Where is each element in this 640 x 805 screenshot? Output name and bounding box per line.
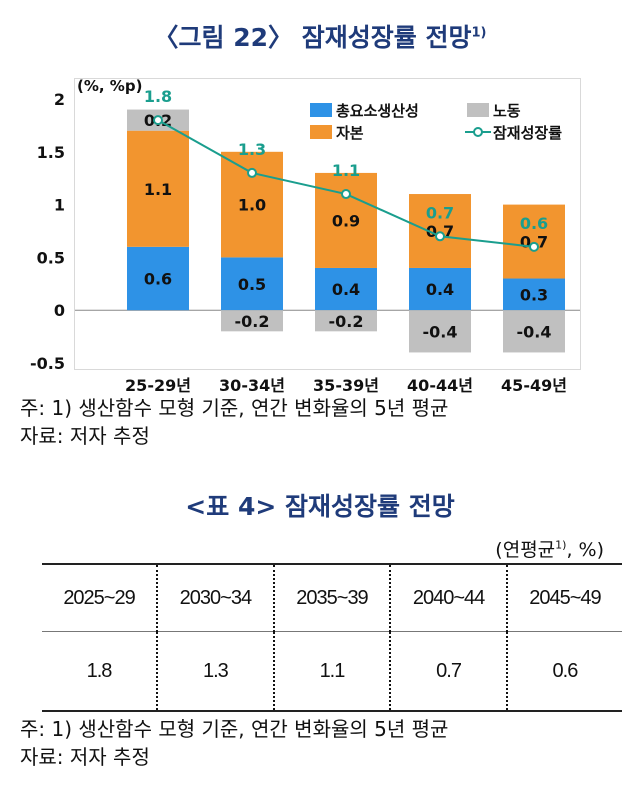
table-cell: 1.8: [42, 631, 158, 712]
table-unit-footnote: 1): [555, 538, 567, 552]
bar-data-label: -0.2: [329, 312, 364, 331]
bar-segment-자본: [127, 130, 189, 247]
bar-data-label: 1.1: [144, 180, 172, 199]
bar-segment-총요소생산성: [503, 278, 565, 311]
figure-note-source-method: 주: 1) 생산함수 모형 기준, 연간 변화율의 5년 평균: [20, 396, 449, 420]
bar-data-label: 0.9: [332, 211, 360, 230]
bar-segment-노동: [315, 310, 377, 332]
line-data-label: 1.1: [332, 161, 360, 180]
legend-label: 잠재성장률: [493, 124, 562, 142]
table-header-cell: 2025~29: [42, 563, 158, 632]
x-tick-label: 45-49년: [501, 376, 567, 395]
y-tick-label: 1.5: [37, 143, 65, 162]
table-row: 1.8 1.3 1.1 0.7 0.6: [42, 631, 622, 712]
table-header-cell: 2035~39: [272, 563, 391, 632]
projection-table: 2025~29 2030~34 2035~39 2040~44 2045~49 …: [42, 563, 622, 712]
table-unit-text: (연평균: [495, 539, 556, 561]
bar-segment-총요소생산성: [315, 267, 377, 311]
bar-segment-자본: [409, 194, 471, 268]
line-data-label: 0.6: [520, 214, 548, 233]
legend-label: 자본: [336, 124, 364, 142]
table-cell: 0.7: [389, 631, 507, 712]
table-note-source-method: 주: 1) 생산함수 모형 기준, 연간 변화율의 5년 평균: [20, 717, 449, 741]
figure-title-footnote: 1): [471, 25, 487, 41]
table-cell: 1.1: [272, 631, 391, 712]
legend-marker: [473, 127, 483, 137]
bar-data-label: 0.6: [144, 270, 172, 289]
table-unit-end: , %): [566, 539, 604, 561]
bar-data-label: 0.4: [426, 280, 454, 299]
figure-title: 〈그림 22〉 잠재성장률 전망1): [0, 18, 640, 54]
table-header-cell: 2045~49: [505, 563, 622, 632]
bar-data-label: 0.3: [520, 285, 548, 304]
bar-segment-총요소생산성: [409, 267, 471, 311]
bar-segment-자본: [503, 204, 565, 279]
x-tick-label: 40-44년: [407, 376, 473, 395]
table-title: <표 4> 잠재성장률 전망: [185, 492, 455, 521]
line-data-label: 0.7: [426, 203, 454, 222]
table-header-cell: 2030~34: [156, 563, 274, 632]
stacked-bar-chart: -0.500.511.52(%, %p)0.61.10.225-29년0.51.…: [30, 77, 580, 395]
figure-title-text: 〈그림 22〉 잠재성장률 전망: [153, 23, 472, 52]
chart-frame: -0.500.511.52(%, %p)0.61.10.225-29년0.51.…: [30, 77, 581, 395]
bar-data-label: 0.5: [238, 275, 266, 294]
x-tick-label: 25-29년: [125, 376, 191, 395]
bar-segment-총요소생산성: [221, 257, 283, 311]
table-cell: 1.3: [156, 631, 274, 712]
legend-swatch: [467, 103, 489, 117]
y-tick-label: 2: [54, 90, 65, 109]
axis-unit-label: (%, %p): [77, 77, 142, 95]
line-point: [529, 241, 539, 252]
bar-segment-노동: [409, 310, 471, 353]
bar-data-label: -0.2: [235, 312, 270, 331]
line-point: [435, 231, 445, 242]
bar-data-label: -0.4: [423, 322, 458, 341]
bar-data-label: 1.0: [238, 196, 266, 215]
table-note-data-source: 자료: 저자 추정: [20, 745, 150, 769]
legend-swatch: [310, 103, 332, 117]
x-tick-label: 30-34년: [219, 376, 285, 395]
bar-data-label: 0.4: [332, 280, 360, 299]
table-notes: 주: 1) 생산함수 모형 기준, 연간 변화율의 5년 평균 자료: 저자 추…: [20, 715, 448, 771]
legend-label: 노동: [493, 102, 521, 120]
bar-segment-노동: [221, 310, 283, 332]
bar-segment-노동: [503, 310, 565, 353]
legend-label: 총요소생산성: [336, 102, 419, 120]
figure-notes: 주: 1) 생산함수 모형 기준, 연간 변화율의 5년 평균 자료: 저자 추…: [20, 394, 448, 450]
y-tick-label: 1: [54, 196, 65, 215]
line-data-label: 1.8: [144, 87, 172, 106]
line-data-label: 1.3: [238, 140, 266, 159]
x-tick-label: 35-39년: [313, 376, 379, 395]
y-tick-label: 0.5: [37, 248, 65, 267]
table-unit: (연평균1), %): [495, 535, 604, 562]
line-point: [341, 189, 351, 200]
line-point: [153, 115, 163, 126]
table-header-row: 2025~29 2030~34 2035~39 2040~44 2045~49: [42, 563, 622, 632]
figure-note-data-source: 자료: 저자 추정: [20, 424, 150, 448]
y-tick-label: -0.5: [30, 354, 65, 373]
bar-segment-총요소생산성: [127, 246, 189, 311]
table-cell: 0.6: [505, 631, 622, 712]
table-header-cell: 2040~44: [389, 563, 507, 632]
y-tick-label: 0: [54, 301, 65, 320]
legend-swatch: [310, 125, 332, 139]
bar-data-label: -0.4: [517, 322, 552, 341]
line-point: [247, 167, 257, 178]
